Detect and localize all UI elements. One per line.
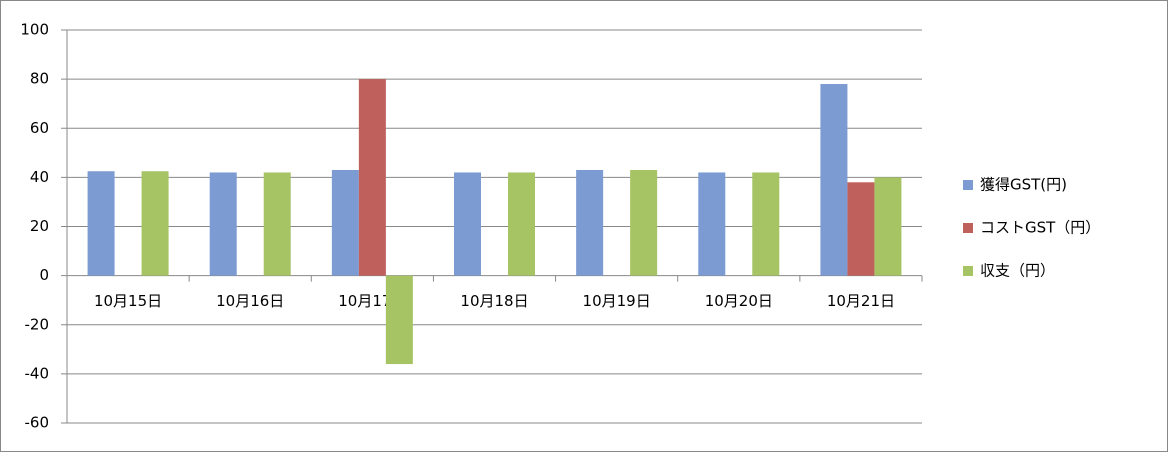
y-tick-label: 60 [30, 119, 49, 137]
y-tick-label: 20 [30, 217, 49, 235]
x-tick-label: 10月15日 [94, 292, 162, 310]
y-tick-label: -20 [25, 315, 50, 333]
bar [576, 170, 604, 276]
legend-label: 収支（円） [980, 262, 1055, 280]
bar [820, 84, 848, 276]
bar [209, 172, 237, 276]
bar [752, 172, 780, 276]
legend-swatch [963, 266, 973, 276]
bar [263, 172, 291, 276]
bar [358, 79, 386, 276]
x-tick-label: 10月16日 [216, 292, 284, 310]
bar [454, 172, 481, 276]
y-tick-label: -40 [25, 364, 50, 382]
legend-swatch [963, 223, 973, 233]
legend-label: コストGST（円） [980, 219, 1100, 237]
x-tick-label: 10月18日 [460, 292, 528, 310]
bar [87, 171, 115, 276]
y-tick-label: 100 [20, 21, 49, 39]
y-tick-label: 0 [39, 266, 49, 284]
y-tick-label: 40 [30, 168, 49, 186]
bar [385, 275, 413, 365]
y-tick-label: -60 [25, 414, 50, 432]
bar [847, 182, 875, 276]
y-tick-label: 80 [30, 70, 49, 88]
legend-label: 獲得GST(円) [980, 176, 1067, 194]
bar [630, 170, 658, 276]
x-tick-label: 10月19日 [583, 292, 651, 310]
legend-swatch [963, 180, 973, 190]
x-tick-label: 10月20日 [705, 292, 773, 310]
bar [331, 170, 359, 276]
bar [698, 172, 726, 276]
bar [874, 177, 902, 276]
bar [141, 171, 169, 276]
bar [508, 172, 535, 276]
x-tick-label: 10月21日 [827, 292, 895, 310]
